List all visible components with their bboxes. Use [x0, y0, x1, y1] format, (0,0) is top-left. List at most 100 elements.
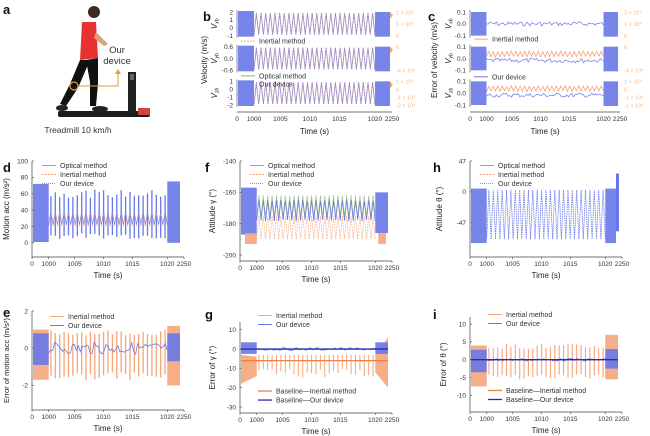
subplot-label: Vxb [444, 18, 455, 29]
y-tick-label: 0 [24, 240, 28, 247]
x-tick-label: 0 [468, 261, 472, 268]
legend-label: Our device [506, 321, 540, 328]
x-tick-label: 0 [235, 116, 239, 123]
chart-panel-g: g 0 1000 1005 1010 1015 1020 2250 Time (s) 10 0 -10… [205, 307, 400, 436]
legend-label: Optical method [60, 163, 107, 170]
y-tick-label: 0.0 [457, 21, 466, 28]
runner-illustration: Our device Treadmill 10 km/h [44, 6, 150, 135]
x-axis-label: Time (s) [93, 271, 122, 280]
x-tick-label: 2250 [385, 417, 400, 424]
y-tick-label: 0 [24, 346, 28, 353]
legend-label: Optical method [259, 73, 306, 80]
legend-label: Our device [498, 181, 532, 188]
dense-data-end [375, 342, 388, 354]
x-tick-label: 2250 [385, 265, 400, 272]
right-tick-label: -4 × 10⁴ [396, 68, 416, 75]
right-tick-label: 1 × 10⁴ [624, 79, 642, 86]
right-tick-label: -1 × 10⁴ [396, 94, 416, 101]
y-tick-label: -0.1 [455, 68, 467, 75]
right-tick-label: 2 × 10⁴ [624, 9, 642, 16]
y-tick-label: 0.0 [224, 56, 233, 63]
x-tick-label: 1000 [41, 414, 56, 421]
dense-data-end [603, 81, 618, 106]
right-tick-label: 1 × 10⁴ [624, 21, 642, 28]
x-tick-label: 1015 [125, 414, 140, 421]
series-our-device [486, 189, 606, 240]
legend-label: Inertial method [498, 172, 544, 179]
x-tick-label: 1020 [160, 414, 175, 421]
y-tick-label: -0.6 [222, 68, 234, 75]
x-tick-label: 1015 [332, 116, 347, 123]
y-tick-label: 0 [229, 87, 233, 94]
x-tick-label: 1015 [333, 417, 348, 424]
legend-label: Our device [276, 322, 310, 329]
x-tick-label: 1005 [505, 416, 520, 423]
y-axis-label: Motion acc (m/s²) [2, 178, 11, 240]
y-tick-label: -0.1 [455, 33, 467, 40]
series-inertial [256, 215, 376, 240]
x-tick-label: 1005 [275, 265, 290, 272]
series-our-device [486, 57, 604, 64]
y-tick-label: -2 [227, 102, 233, 109]
x-tick-label: 1005 [273, 116, 288, 123]
legend-label: Inertial method [68, 314, 114, 321]
treadmill-handle [128, 72, 136, 113]
x-tick-label: 1005 [275, 417, 290, 424]
runner-shoe-right [92, 106, 108, 112]
y-tick-label: 1 [229, 17, 233, 24]
dense-data-end [374, 12, 390, 37]
y-tick-label: 47 [459, 158, 467, 165]
legend-label: Inertial method [259, 39, 305, 46]
series-inertial [253, 83, 376, 104]
x-tick-label: 1010 [533, 116, 548, 123]
x-tick-label: 1010 [534, 416, 549, 423]
x-tick-label: 1000 [249, 417, 264, 424]
y-tick-label: -10 [457, 393, 467, 400]
panel-letter-c: c [428, 9, 435, 24]
right-tick-label: -2 × 10⁴ [624, 102, 644, 109]
y-tick-label: -10 [227, 366, 237, 373]
legend-label: Baseline—Inertial method [276, 389, 356, 396]
x-tick-label: 0 [468, 416, 472, 423]
x-tick-label: 1005 [505, 261, 520, 268]
right-tick-label: -4 × 10⁴ [624, 68, 644, 75]
y-axis-label: Velocity (m/s) [200, 36, 209, 84]
x-tick-label: 1010 [96, 414, 111, 421]
x-axis-label: Time (s) [530, 127, 559, 136]
dense-data-start [33, 333, 49, 365]
legend-label: Inertial method [60, 172, 106, 179]
subplot-xb: 0.1 0.0 -0.1 2 × 10⁴ 1 × 10⁴ 0 Vxb [444, 9, 642, 40]
legend-label: Baseline—Our device [506, 397, 574, 404]
right-tick-label: 0 [624, 88, 627, 94]
dense-data-end [605, 349, 618, 369]
y-tick-label: 0.0 [457, 90, 466, 97]
treadmill-belt [58, 111, 150, 117]
x-tick-label: 1010 [534, 261, 549, 268]
y-axis-label: Error of γ (°) [208, 345, 217, 389]
x-axis-label: Time (s) [300, 127, 329, 136]
dense-data-start [471, 349, 487, 373]
dense-data-start [471, 12, 487, 36]
x-tick-label: 1020 [160, 261, 175, 268]
series-our-device [486, 92, 604, 98]
panel-letter-a: a [3, 2, 11, 17]
x-axis-label: Time (s) [531, 271, 560, 280]
x-tick-label: 1010 [304, 265, 319, 272]
dense-data-tail [616, 173, 619, 232]
inertial-drift [390, 81, 393, 89]
y-tick-label: 0.1 [457, 79, 466, 86]
y-axis-label: Attitude γ (°) [208, 189, 217, 233]
right-tick-label: 0 [396, 34, 399, 40]
x-axis-label: Time (s) [301, 427, 330, 436]
y-tick-label: 2 [229, 9, 233, 16]
legend-label: Our device [259, 81, 293, 88]
dense-data-end [374, 81, 390, 106]
panel-letter-g: g [205, 307, 213, 322]
x-tick-label: 1000 [249, 265, 264, 272]
panel-letter-d: d [3, 160, 11, 175]
series-inertial [50, 329, 166, 380]
x-tick-label: 1020 [598, 261, 613, 268]
runner-leg-left [60, 60, 90, 106]
y-tick-label: -0.1 [455, 102, 467, 109]
y-tick-label: 0 [462, 189, 466, 196]
